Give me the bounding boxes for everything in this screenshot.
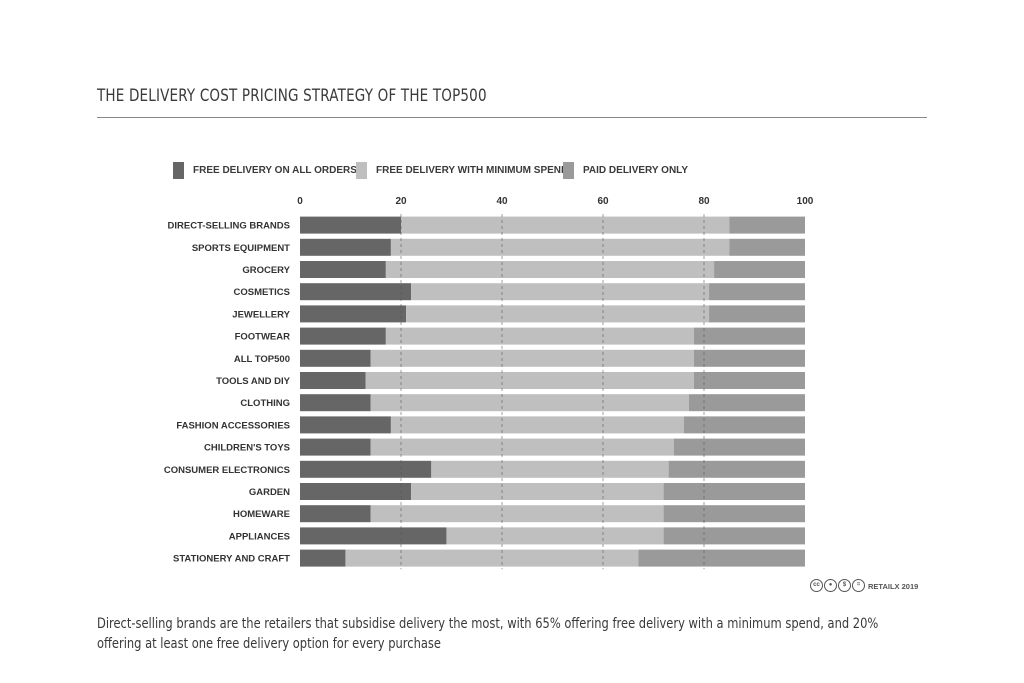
bar-segment-paid <box>714 261 805 278</box>
legend-swatch-free-min <box>356 162 367 179</box>
category-label: COSMETICS <box>234 287 290 298</box>
cc-icon: cc <box>810 579 823 592</box>
bar-segment-free-all <box>300 416 391 434</box>
bar-segment-paid <box>709 305 805 323</box>
category-label: APPLIANCES <box>229 531 290 542</box>
caption: Direct-selling brands are the retailers … <box>97 616 879 652</box>
bar-segment-free-all <box>300 283 412 301</box>
bar-segment-paid <box>709 283 805 301</box>
bar-segment-free-min <box>390 416 684 434</box>
bar-segment-free-all <box>300 549 346 567</box>
bar-segment-free-min <box>401 216 730 234</box>
category-label: STATIONERY AND CRAFT <box>173 554 290 565</box>
category-label: SPORTS EQUIPMENT <box>192 243 290 254</box>
nd-icon: = <box>852 579 865 592</box>
category-label: ALL TOP500 <box>234 354 290 365</box>
bar-segment-free-min <box>385 261 715 278</box>
bar-segment-free-min <box>365 372 694 389</box>
bar-segment-free-all <box>300 327 386 345</box>
bar-segment-free-all <box>300 460 432 478</box>
bar-segment-free-min <box>411 283 710 301</box>
legend-label-paid: PAID DELIVERY ONLY <box>583 165 689 176</box>
bar-segment-free-min <box>370 349 694 367</box>
legend-label-free-all: FREE DELIVERY ON ALL ORDERS <box>193 165 357 176</box>
legend-label-free-min: FREE DELIVERY WITH MINIMUM SPEND <box>376 165 569 176</box>
bar-segment-paid <box>668 460 805 478</box>
bar-segment-paid <box>693 372 805 389</box>
bar-segment-free-all <box>300 261 386 278</box>
category-label: HOMEWARE <box>233 509 290 520</box>
bar-segment-free-min <box>385 327 694 345</box>
bar-segment-paid <box>663 527 805 545</box>
x-tick-label: 40 <box>496 196 508 207</box>
category-label: GROCERY <box>242 265 290 276</box>
bar-segment-free-min <box>406 305 710 323</box>
bar-segment-free-all <box>300 394 371 412</box>
x-tick-label: 60 <box>597 196 609 207</box>
x-tick-label: 80 <box>698 196 710 207</box>
bar-segment-paid <box>663 505 805 523</box>
bar-segment-free-all <box>300 305 407 323</box>
nc-icon: $ <box>838 579 851 592</box>
bar-segment-free-min <box>431 460 669 478</box>
bar-segment-paid <box>688 394 805 412</box>
bar-segment-free-all <box>300 349 371 367</box>
category-label: GARDEN <box>249 487 290 498</box>
x-tick-label: 0 <box>297 196 303 207</box>
bar-segment-paid <box>693 349 805 367</box>
category-label: CHILDREN'S TOYS <box>204 443 290 454</box>
by-icon: ● <box>824 579 837 592</box>
category-label: CONSUMER ELECTRONICS <box>164 465 290 476</box>
bar-segment-paid <box>729 238 805 256</box>
bar-segment-free-all <box>300 438 371 456</box>
bar-segment-free-all <box>300 238 391 256</box>
category-label: TOOLS AND DIY <box>216 376 291 387</box>
category-label: DIRECT-SELLING BRANDS <box>168 221 290 232</box>
bar-segment-free-min <box>370 505 664 523</box>
category-label: FOOTWEAR <box>235 332 291 343</box>
bar-segment-free-min <box>370 438 674 456</box>
legend-swatch-paid <box>563 162 574 179</box>
x-tick-label: 20 <box>395 196 407 207</box>
bar-segment-free-all <box>300 505 371 523</box>
bar-segment-paid <box>638 549 805 567</box>
bar-segment-paid <box>663 483 805 500</box>
title-divider <box>97 117 927 118</box>
bar-segment-free-all <box>300 216 401 234</box>
x-tick-label: 100 <box>797 196 814 207</box>
bar-segment-paid <box>729 216 805 234</box>
bar-segment-paid <box>693 327 805 345</box>
bar-segment-free-min <box>446 527 664 545</box>
category-label: JEWELLERY <box>232 309 290 320</box>
chart-title: THE DELIVERY COST PRICING STRATEGY OF TH… <box>97 86 487 105</box>
bar-segment-paid <box>683 416 805 434</box>
bar-segment-paid <box>673 438 805 456</box>
category-label: CLOTHING <box>240 398 290 409</box>
credit-text: RETAILX 2019 <box>868 582 919 591</box>
bar-segment-free-min <box>345 549 639 567</box>
bar-segment-free-min <box>390 238 730 256</box>
bar-segment-free-min <box>411 483 664 500</box>
bar-segment-free-all <box>300 483 412 500</box>
bar-segment-free-min <box>370 394 689 412</box>
category-label: FASHION ACCESSORIES <box>176 420 290 431</box>
legend-swatch-free-all <box>173 162 184 179</box>
bar-segment-free-all <box>300 527 447 545</box>
bar-segment-free-all <box>300 372 366 389</box>
